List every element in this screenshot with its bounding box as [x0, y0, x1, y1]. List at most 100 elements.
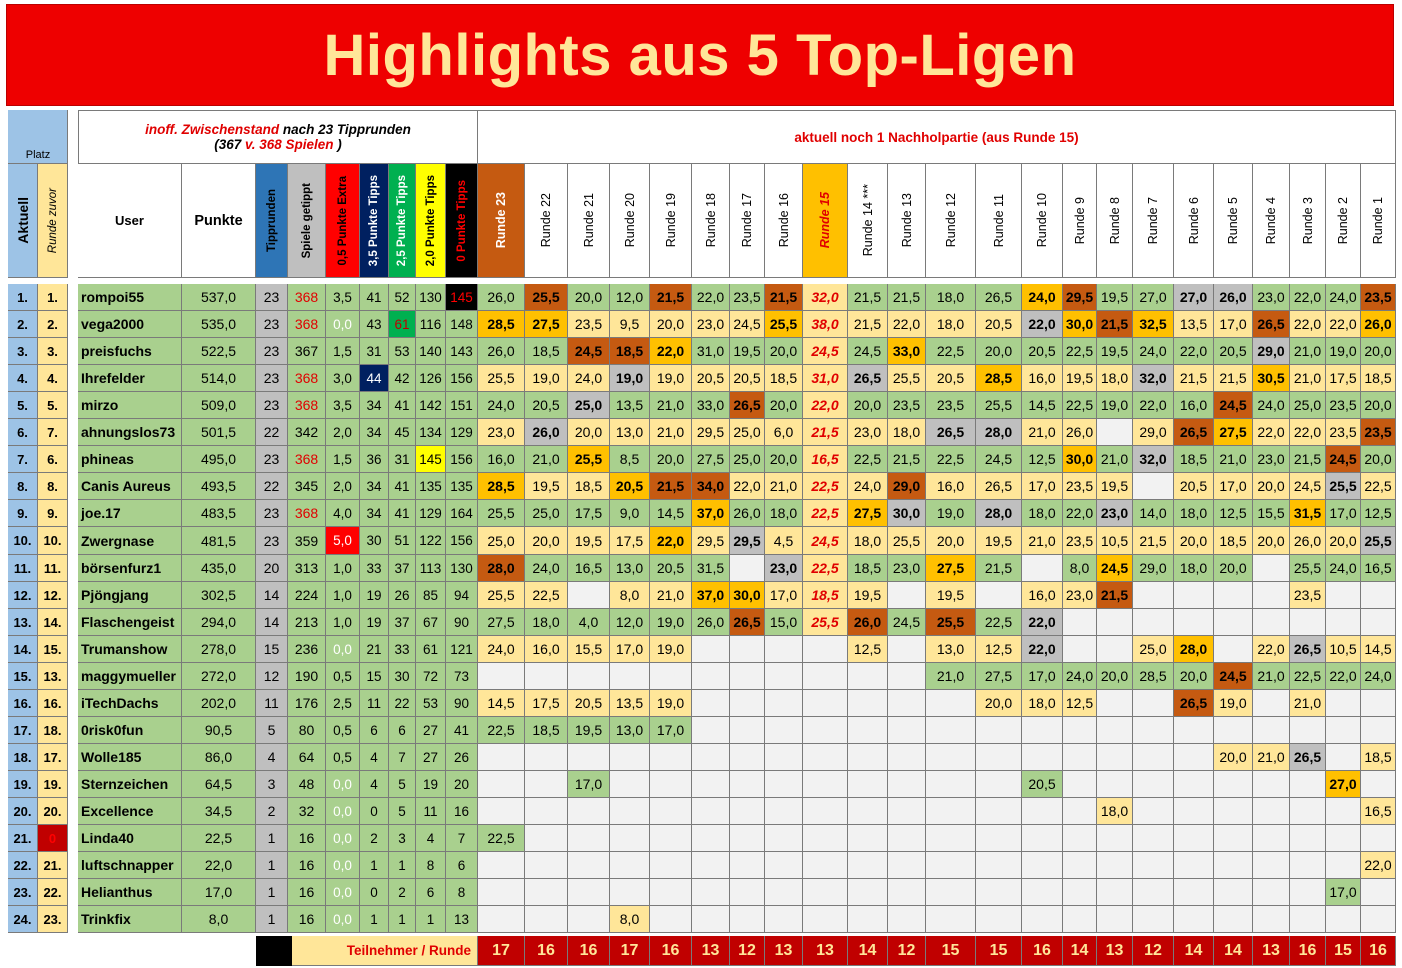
games-tipped-cell: 313: [288, 555, 326, 582]
round-score-cell: 19,5: [926, 582, 976, 609]
participants-count-cell: 13: [803, 936, 848, 966]
games-tipped-cell: 80: [288, 717, 326, 744]
round-score-cell: [803, 906, 848, 933]
user-name-cell: rompoi55: [78, 284, 182, 311]
round-score-cell: [1326, 744, 1361, 771]
round-score-cell: 20,0: [650, 446, 692, 473]
round-score-cell: [1361, 609, 1396, 636]
column-round-21-label: Runde 21: [581, 193, 596, 248]
round-score-cell: 21,0: [1022, 419, 1063, 446]
rank-cell: 11.: [8, 555, 38, 582]
round-score-cell: 30,0: [888, 500, 926, 527]
round-score-cell: [730, 717, 765, 744]
round-score-cell: 26,5: [848, 365, 888, 392]
round-score-cell: 18,0: [1097, 798, 1133, 825]
round-score-cell: 22,5: [803, 555, 848, 582]
column-round-6: Runde 6: [1174, 164, 1214, 278]
round-score-cell: [730, 825, 765, 852]
extra-points-cell: 0,5: [326, 744, 360, 771]
round-score-cell: [1097, 744, 1133, 771]
tips-0-cell: 13: [446, 906, 478, 933]
round-score-cell: [610, 879, 650, 906]
info-paren: ): [337, 137, 342, 152]
rounds-played-cell: 5: [256, 717, 288, 744]
round-score-cell: 24,0: [1253, 392, 1290, 419]
previous-rank-cell: 19.: [38, 771, 68, 798]
round-score-cell: 21,0: [1253, 744, 1290, 771]
round-score-cell: [568, 879, 610, 906]
extra-points-cell: 0,0: [326, 798, 360, 825]
round-score-cell: [976, 852, 1022, 879]
column-stat-5-label: 2,5 Punkte Tipps: [396, 174, 408, 267]
round-score-cell: 19,0: [650, 609, 692, 636]
round-score-cell: [730, 555, 765, 582]
column-user: User: [78, 164, 182, 278]
tips-20-cell: 67: [416, 609, 446, 636]
games-tipped-cell: 236: [288, 636, 326, 663]
previous-rank-cell: 13.: [38, 663, 68, 690]
round-score-cell: [1174, 744, 1214, 771]
round-score-cell: [1361, 771, 1396, 798]
user-name-cell: preisfuchs: [78, 338, 182, 365]
round-score-cell: [1097, 609, 1133, 636]
round-score-cell: 22,0: [1022, 311, 1063, 338]
round-score-cell: [1174, 717, 1214, 744]
round-score-cell: 17,5: [525, 690, 568, 717]
round-score-cell: [568, 906, 610, 933]
round-score-cell: 18,0: [1097, 365, 1133, 392]
column-current-rank: Aktuell: [8, 164, 38, 278]
tips-0-cell: 94: [446, 582, 478, 609]
tips-0-cell: 156: [446, 446, 478, 473]
round-score-cell: 27,0: [1174, 284, 1214, 311]
rank-cell: 2.: [8, 311, 38, 338]
column-stat-5: 2,5 Punkte Tipps: [389, 164, 416, 278]
rank-cell: 15.: [8, 663, 38, 690]
previous-rank-cell: 12.: [38, 582, 68, 609]
round-score-cell: 20,5: [1174, 473, 1214, 500]
round-score-cell: [692, 744, 730, 771]
round-score-cell: 22,5: [1063, 338, 1097, 365]
round-score-cell: 4,0: [568, 609, 610, 636]
round-score-cell: [1133, 906, 1174, 933]
round-score-cell: [1174, 825, 1214, 852]
tips-35-cell: 6: [360, 717, 389, 744]
round-score-cell: [1174, 879, 1214, 906]
round-score-cell: 16,5: [568, 555, 610, 582]
round-score-cell: [848, 663, 888, 690]
tips-0-cell: 26: [446, 744, 478, 771]
round-score-cell: [692, 906, 730, 933]
column-round-10-label: Runde 10: [1035, 193, 1049, 248]
round-score-cell: 24,5: [803, 338, 848, 365]
round-score-cell: 21,0: [650, 582, 692, 609]
rounds-played-cell: 22: [256, 473, 288, 500]
round-score-cell: 17,0: [610, 636, 650, 663]
round-score-cell: [1097, 636, 1133, 663]
column-stat-2: Spiele getippt: [288, 164, 326, 278]
round-score-cell: 12,5: [848, 636, 888, 663]
participants-count-cell: 17: [610, 936, 650, 966]
round-score-cell: 38,0: [803, 311, 848, 338]
round-score-cell: 26,5: [926, 419, 976, 446]
points-cell: 514,0: [182, 365, 256, 392]
round-score-cell: [848, 798, 888, 825]
round-score-cell: [692, 663, 730, 690]
extra-points-cell: 1,0: [326, 609, 360, 636]
round-score-cell: 21,5: [1097, 311, 1133, 338]
round-score-cell: 22,0: [1174, 338, 1214, 365]
round-score-cell: 23,0: [1097, 500, 1133, 527]
round-score-cell: 20,5: [1214, 338, 1253, 365]
round-score-cell: 20,0: [1174, 663, 1214, 690]
participants-count-cell: 14: [1174, 936, 1214, 966]
previous-rank-cell: 21.: [38, 852, 68, 879]
round-score-cell: [803, 717, 848, 744]
round-score-cell: 19,0: [1214, 690, 1253, 717]
round-score-cell: 23,5: [926, 392, 976, 419]
title-banner: Highlights aus 5 Top-Ligen: [6, 4, 1394, 106]
tips-25-cell: 37: [389, 609, 416, 636]
column-round-20: Runde 20: [610, 164, 650, 278]
round-score-cell: [610, 771, 650, 798]
round-score-cell: [765, 744, 803, 771]
tips-35-cell: 34: [360, 500, 389, 527]
round-score-cell: 30,0: [730, 582, 765, 609]
round-score-cell: [1063, 798, 1097, 825]
